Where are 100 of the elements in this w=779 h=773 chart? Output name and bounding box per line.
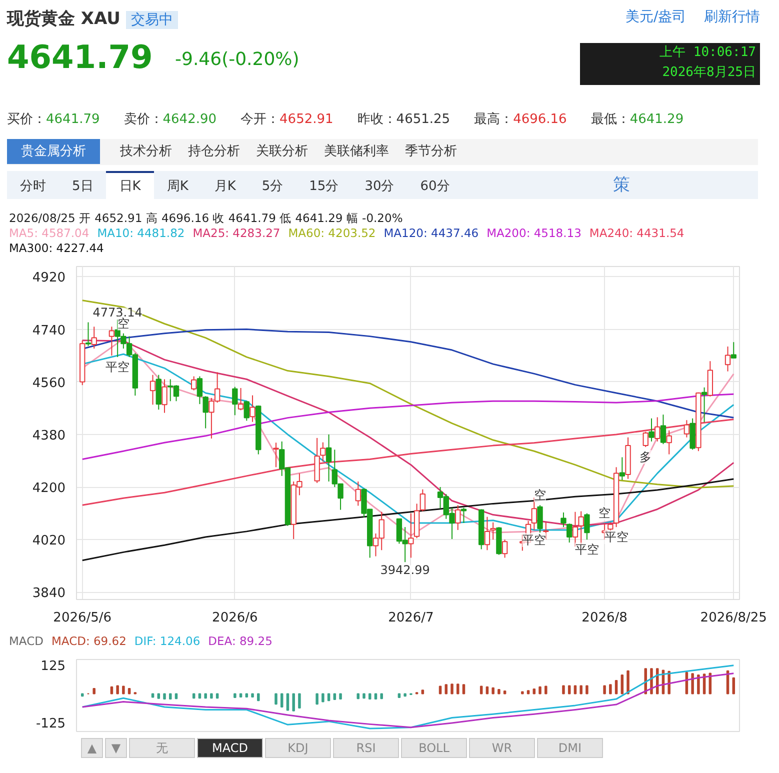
candlestick [202, 396, 208, 429]
y-tick-label: 4020 [32, 534, 66, 549]
annotation: 平空 [106, 360, 130, 374]
candlestick [666, 430, 672, 455]
text: 无 [129, 738, 195, 758]
candlestick [91, 326, 97, 350]
text: 卖价：4642.90 [124, 112, 217, 127]
x-tick-label: 2026/8/25 [700, 610, 767, 626]
text: ▲ [81, 738, 103, 758]
text: MA200: 4518.13 [486, 226, 582, 241]
text: 持仓分析 [188, 144, 240, 159]
annotation: 空 [117, 316, 130, 331]
text: 2026年8月25日 [662, 65, 756, 80]
text: 现货黄金 XAU [7, 9, 120, 29]
text: 15分 [308, 178, 340, 196]
text: -9.46(-0.20%) [175, 48, 300, 72]
text: 上午 10:06:17 [660, 45, 756, 60]
text: BOLL [401, 738, 467, 758]
candlestick [273, 442, 279, 468]
y-tick-label: 4740 [32, 323, 66, 338]
chart-subtitle: 2026/08/25 开 4652.91 高 4696.16 收 4641.79 低 4641.29 幅 -0.20% [9, 211, 404, 226]
candlestick [408, 512, 414, 558]
candlestick [250, 394, 256, 423]
candlestick [355, 481, 361, 506]
text: 日K [106, 171, 154, 200]
text: 技术分析 [120, 144, 172, 159]
candlestick [684, 420, 690, 438]
candlestick [490, 522, 496, 540]
text: 4641.79 [7, 37, 153, 78]
annotation: 平空 [574, 542, 599, 557]
y-tick-label: 4920 [32, 270, 66, 286]
text: 关联分析 [256, 144, 308, 159]
candlestick [150, 374, 156, 406]
candlestick [502, 539, 508, 558]
candlestick [244, 400, 250, 422]
text: MA60: 4203.52 [288, 226, 376, 241]
annotation: 平空 [604, 530, 628, 544]
candlestick [191, 376, 197, 391]
text: MA25: 4283.27 [192, 226, 280, 241]
candlestick [196, 376, 203, 405]
candlestick [85, 322, 92, 347]
candlestick [701, 387, 708, 423]
text: DMI [537, 738, 603, 758]
candlestick [654, 416, 660, 442]
text: 美联储利率 [324, 144, 389, 159]
text: 今开：4652.91 [240, 112, 334, 127]
annotation: 多 [640, 450, 652, 464]
candlestick [320, 442, 326, 462]
text: 最低：4641.29 [590, 112, 684, 127]
candlestick [484, 516, 490, 551]
text: 美元/盎司 刷新行情 [625, 9, 760, 25]
y-tick-label: -125 [36, 716, 66, 732]
chart-title: MACD [9, 634, 44, 648]
text: MACD [197, 738, 263, 758]
candlestick [566, 523, 572, 544]
candlestick [724, 346, 731, 372]
x-tick-label: 2026/6 [212, 610, 258, 626]
text: KDJ [265, 738, 331, 758]
text: 季节分析 [405, 144, 457, 159]
candlestick [660, 414, 666, 445]
text: 策 [612, 175, 630, 195]
candlestick [619, 456, 625, 481]
text: MACD: 69.62 [51, 634, 126, 650]
x-tick-label: 2026/8 [582, 610, 628, 626]
y-tick-label: 3840 [32, 586, 66, 602]
text: 周K [166, 178, 190, 196]
candlestick [232, 386, 238, 416]
candlestick [642, 431, 648, 448]
text: 月K [213, 178, 237, 196]
text: DEA: 89.25 [208, 634, 272, 650]
candlestick [537, 504, 543, 534]
annotation: 3942.99 [380, 563, 430, 578]
text: RSI [333, 738, 399, 758]
annotation: 空 [534, 488, 546, 502]
line-series [82, 394, 734, 460]
text: 30分 [364, 178, 396, 196]
candlestick [730, 342, 736, 359]
candlestick [648, 418, 654, 442]
text: 交易中 [126, 11, 178, 29]
line-series [82, 300, 734, 489]
text: 最高：4696.16 [474, 112, 567, 127]
x-tick-label: 2026/7 [388, 610, 434, 626]
y-tick-label: 125 [40, 659, 66, 674]
text: 5日 [71, 178, 94, 196]
text: 分时 [19, 178, 47, 196]
text: ▼ [105, 738, 127, 758]
candlestick [162, 378, 168, 414]
text: MA300: 4227.44 [9, 241, 104, 256]
text: 5分 [260, 178, 284, 196]
y-tick-label: 4380 [32, 428, 66, 444]
candlestick [460, 507, 467, 524]
text: MA10: 4481.82 [97, 226, 185, 241]
text: MA120: 4437.46 [384, 226, 479, 241]
text: 60分 [419, 178, 451, 196]
candlestick [560, 512, 566, 528]
text: DIF: 124.06 [134, 634, 200, 650]
text: 贵金属分析 [7, 139, 100, 164]
candlestick [584, 512, 590, 540]
candlestick [108, 326, 115, 356]
line-series [82, 478, 734, 562]
